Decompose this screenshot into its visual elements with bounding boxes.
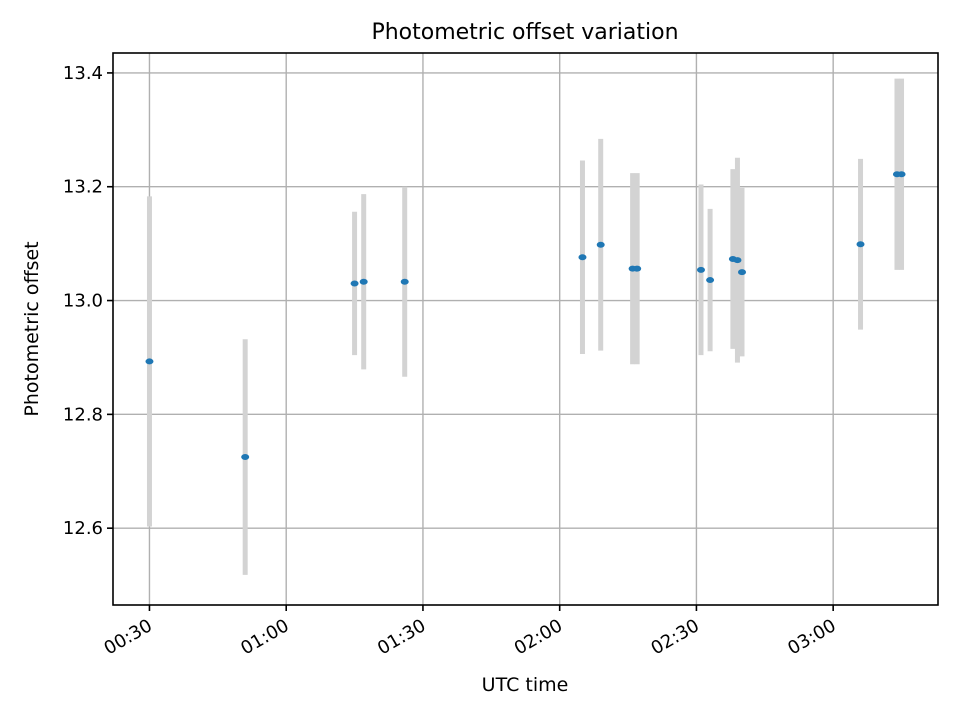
y-tick-label: 13.4 [63,63,103,84]
chart-title: Photometric offset variation [371,20,678,45]
error-bars [146,78,905,575]
data-point [696,266,705,273]
x-tick-label: 00:30 [101,615,156,659]
data-point [856,241,865,248]
data-point [350,280,359,287]
x-axis-label: UTC time [482,674,569,696]
data-point [145,358,154,365]
y-tick-label: 13.0 [63,291,103,312]
data-points [145,171,906,461]
data-point [578,254,587,261]
grid [113,53,938,605]
data-point [596,241,605,248]
x-tick-label: 01:30 [374,615,429,659]
x-tick-label: 02:00 [511,615,566,659]
data-point [241,454,250,461]
data-point [897,171,906,178]
data-point [633,265,642,272]
y-axis-label: Photometric offset [21,241,43,416]
y-axis-ticks: 12.6 12.8 13.0 13.2 13.4 [63,63,113,539]
data-point [733,257,742,264]
x-tick-label: 03:00 [784,615,839,659]
data-point [400,278,409,285]
y-tick-label: 12.8 [63,404,103,425]
data-point [738,269,747,276]
x-axis-ticks: 00:30 01:00 01:30 02:00 02:30 03:00 [101,605,840,659]
y-tick-label: 12.6 [63,518,103,539]
data-point [359,278,368,285]
x-tick-label: 01:00 [237,615,292,659]
x-tick-label: 02:30 [648,615,703,659]
plot-frame [112,52,939,606]
data-point [706,277,715,284]
y-tick-label: 13.2 [63,177,103,198]
